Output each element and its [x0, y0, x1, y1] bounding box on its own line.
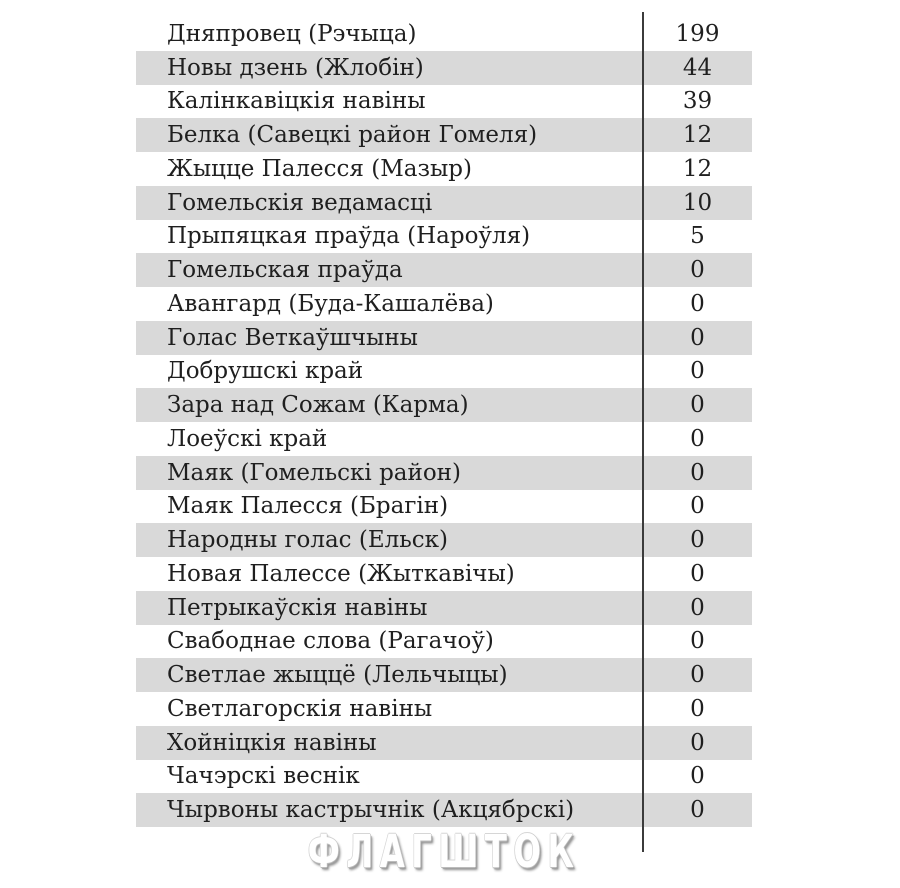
- table-row: Прыпяцкая праўда (Нароўля) 5: [136, 220, 752, 254]
- table-row: Добрушскі край 0: [136, 355, 752, 389]
- table-row: Народны голас (Ельск) 0: [136, 523, 752, 557]
- mention-count: 199: [675, 20, 720, 47]
- newspaper-name: Чырвоны кастрычнік (Акцябрскі): [167, 797, 575, 824]
- newspaper-name: Новы дзень (Жлобін): [167, 54, 424, 81]
- table-row: Жыцце Палесся (Мазыр) 12: [136, 152, 752, 186]
- mention-count: 0: [690, 257, 705, 284]
- newspaper-name: Авангард (Буда-Кашалёва): [167, 290, 494, 317]
- mention-count: 44: [682, 54, 713, 81]
- newspaper-name: Дняпровец (Рэчыца): [167, 20, 417, 47]
- mention-count: 0: [690, 459, 705, 486]
- mention-count: 5: [690, 223, 705, 250]
- newspaper-name: Зара над Сожам (Карма): [167, 392, 469, 419]
- mention-count: 0: [690, 358, 705, 385]
- newspaper-name: Народны голас (Ельск): [167, 527, 448, 554]
- newspaper-name: Гомельская праўда: [167, 257, 403, 284]
- newspaper-mentions-table: Дняпровец (Рэчыца) 199 Новы дзень (Жлобі…: [136, 17, 752, 827]
- mention-count: 0: [690, 527, 705, 554]
- newspaper-name: Свабоднае слова (Рагачоў): [167, 628, 494, 655]
- table-row: Калінкавіцкія навіны 39: [136, 85, 752, 119]
- mention-count: 0: [690, 560, 705, 587]
- table-row: Светлае жыццё (Лельчыцы) 0: [136, 658, 752, 692]
- table-row: Гомельскія ведамасці 10: [136, 185, 752, 220]
- table-row: Зара над Сожам (Карма) 0: [136, 388, 752, 422]
- flagshtok-watermark: ФЛАГШТОК: [307, 825, 581, 878]
- newspaper-name: Хойніцкія навіны: [167, 729, 377, 756]
- mention-count: 12: [682, 122, 713, 149]
- table-row: Маяк Палесся (Брагін) 0: [136, 490, 752, 524]
- mention-count: 0: [690, 729, 705, 756]
- column-divider-line: [642, 12, 644, 852]
- newspaper-name: Маяк (Гомельскі район): [167, 459, 461, 486]
- table-row: Петрыкаўскія навіны 0: [136, 590, 752, 625]
- mention-count: 10: [682, 189, 713, 216]
- newspaper-name: Светлагорскія навіны: [167, 695, 433, 722]
- mention-count: 0: [690, 662, 705, 689]
- mention-count: 0: [690, 392, 705, 419]
- newspaper-name: Прыпяцкая праўда (Нароўля): [167, 223, 531, 250]
- table-row: Чачэрскі веснік 0: [136, 760, 752, 794]
- table-row: Хойніцкія навіны 0: [136, 725, 752, 760]
- table-row: Голас Веткаўшчыны 0: [136, 320, 752, 355]
- table-row: Белка (Савецкі район Гомеля) 12: [136, 118, 752, 152]
- mention-count: 0: [690, 695, 705, 722]
- newspaper-name: Лоеўскі край: [167, 425, 328, 452]
- mention-count: 0: [690, 493, 705, 520]
- newspaper-name: Петрыкаўскія навіны: [167, 594, 428, 621]
- table-row: Чырвоны кастрычнік (Акцябрскі) 0: [136, 793, 752, 827]
- newspaper-name: Новая Палессе (Жыткавічы): [167, 560, 515, 587]
- newspaper-name: Маяк Палесся (Брагін): [167, 493, 449, 520]
- table-row: Авангард (Буда-Кашалёва) 0: [136, 287, 752, 321]
- mention-count: 39: [682, 88, 713, 115]
- mention-count: 0: [690, 594, 705, 621]
- table-row: Свабоднае слова (Рагачоў) 0: [136, 625, 752, 659]
- mention-count: 0: [690, 290, 705, 317]
- newspaper-name: Жыцце Палесся (Мазыр): [167, 155, 473, 182]
- newspaper-name: Чачэрскі веснік: [167, 763, 360, 790]
- table-row: Лоеўскі край 0: [136, 422, 752, 456]
- newspaper-name: Светлае жыццё (Лельчыцы): [167, 662, 508, 689]
- table-row: Светлагорскія навіны 0: [136, 692, 752, 726]
- table-row: Новы дзень (Жлобін) 44: [136, 50, 752, 85]
- table-row: Новая Палессе (Жыткавічы) 0: [136, 557, 752, 591]
- mention-count: 0: [690, 324, 705, 351]
- newspaper-name: Калінкавіцкія навіны: [167, 88, 426, 115]
- newspaper-name: Голас Веткаўшчыны: [167, 324, 418, 351]
- table-row: Дняпровец (Рэчыца) 199: [136, 17, 752, 51]
- mention-count: 0: [690, 797, 705, 824]
- mention-count: 0: [690, 628, 705, 655]
- mention-count: 12: [682, 155, 713, 182]
- newspaper-name: Белка (Савецкі район Гомеля): [167, 122, 538, 149]
- newspaper-name: Гомельскія ведамасці: [167, 189, 433, 216]
- mention-count: 0: [690, 763, 705, 790]
- table-row: Маяк (Гомельскі район) 0: [136, 455, 752, 490]
- newspaper-name: Добрушскі край: [167, 358, 364, 385]
- table-row: Гомельская праўда 0: [136, 253, 752, 287]
- mention-count: 0: [690, 425, 705, 452]
